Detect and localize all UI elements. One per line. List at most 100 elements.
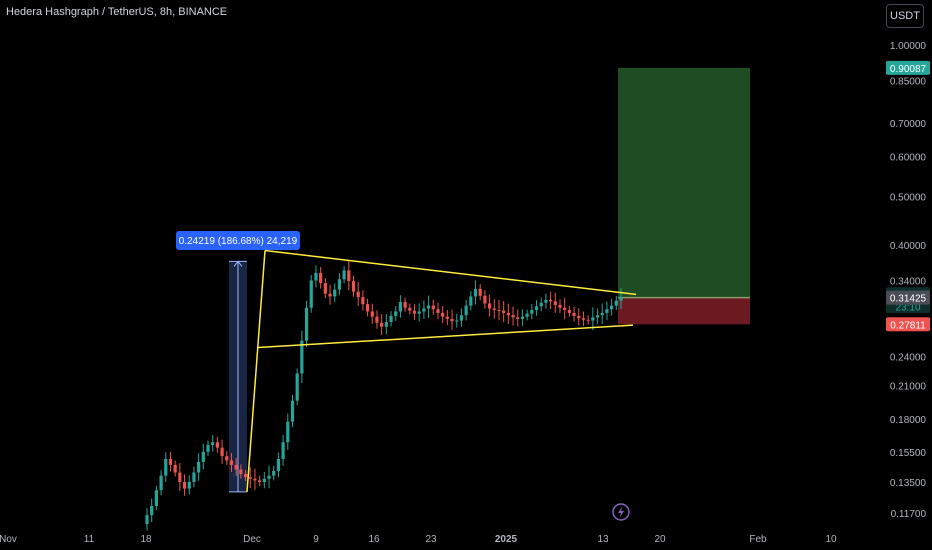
candle-body xyxy=(225,456,229,461)
candle-body xyxy=(272,470,276,476)
candle-body xyxy=(563,307,567,310)
candle-body xyxy=(328,293,332,297)
candle-body xyxy=(248,477,252,479)
candle-body xyxy=(586,319,590,321)
candle-body xyxy=(333,289,337,297)
candle-body xyxy=(417,311,421,314)
candle-body xyxy=(281,442,285,460)
price-badge-text: 0.31425 xyxy=(890,294,927,305)
price-axis-label: 0.85000 xyxy=(890,77,927,88)
candle-body xyxy=(159,475,163,491)
candle-body xyxy=(422,308,426,312)
candle-body xyxy=(478,288,482,296)
candle-body xyxy=(497,309,501,311)
candle-body xyxy=(426,305,431,309)
target-zone xyxy=(618,67,750,298)
candle-body xyxy=(567,309,571,313)
candle-body xyxy=(267,475,271,479)
candle-body xyxy=(614,300,618,306)
candle-body xyxy=(182,482,187,489)
candle-body xyxy=(319,272,323,284)
candle-body xyxy=(577,315,581,319)
candle-body xyxy=(403,302,407,308)
candle-body xyxy=(201,451,205,462)
candle-body xyxy=(525,313,529,317)
candle-body xyxy=(173,464,177,473)
candle-body xyxy=(553,301,557,305)
price-axis-label: 0.13500 xyxy=(890,478,927,489)
candle-body xyxy=(253,478,257,481)
candle-body xyxy=(300,340,304,374)
price-axis: 1.00000 0.85000 0.70000 0.60000 0.50000 0.400… xyxy=(890,41,927,520)
time-axis-label: 23 xyxy=(425,534,437,545)
candle-body xyxy=(192,472,196,482)
price-badge xyxy=(886,317,930,332)
trendlines xyxy=(246,249,637,492)
candle-body xyxy=(549,299,553,302)
candle-body xyxy=(483,295,487,304)
candle-body xyxy=(459,315,464,321)
candle-body xyxy=(506,312,510,316)
time-axis-label: 2025 xyxy=(495,534,518,545)
candle-body xyxy=(464,305,468,316)
price-badge-text: 0.90087 xyxy=(890,64,927,75)
candle-body xyxy=(412,310,417,314)
candle-body xyxy=(605,309,609,313)
time-axis-label: Dec xyxy=(243,534,261,545)
candle-body xyxy=(286,421,290,443)
candle-body xyxy=(534,306,539,310)
time-axis-label: 13 xyxy=(597,534,609,545)
candle-body xyxy=(398,302,403,312)
measure-badge xyxy=(176,231,300,250)
candle-body xyxy=(314,272,318,281)
candle-body xyxy=(295,373,299,401)
candle-body xyxy=(229,460,234,465)
measure-arrowhead xyxy=(233,260,243,267)
candle-body xyxy=(487,303,492,309)
time-axis-label: 11 xyxy=(84,534,95,545)
candle-body xyxy=(455,320,459,322)
candle-body xyxy=(469,296,473,306)
candle-body xyxy=(164,459,168,476)
time-axis-label: Feb xyxy=(749,534,767,545)
candle-body xyxy=(187,482,191,489)
candle-body xyxy=(394,311,398,316)
candle-body xyxy=(511,315,515,318)
candle-body xyxy=(384,322,388,327)
candle-body xyxy=(473,288,478,297)
candle-body xyxy=(600,312,604,316)
price-axis-label: 0.60000 xyxy=(890,153,927,164)
candle-body xyxy=(178,472,182,482)
time-axis-label: 18 xyxy=(140,534,152,545)
candle-body xyxy=(243,474,248,478)
price-axis-label: 0.18000 xyxy=(890,415,927,426)
candle-body xyxy=(558,304,562,308)
price-axis-label: 0.40000 xyxy=(890,241,927,252)
trendline-upper xyxy=(264,249,637,296)
candle-body xyxy=(356,291,360,298)
candle-body xyxy=(581,318,586,320)
candle-body xyxy=(145,515,149,525)
price-axis-label: 0.70000 xyxy=(890,119,927,130)
candle-body xyxy=(239,469,243,475)
candle-body xyxy=(445,316,449,319)
lightning-icon xyxy=(612,503,630,521)
candle-body xyxy=(309,280,313,308)
stop-zone xyxy=(618,297,750,325)
candle-body xyxy=(342,270,346,280)
chart-title: Hedera Hashgraph / TetherUS, 8h, BINANCE xyxy=(6,6,228,18)
currency-button[interactable]: USDT xyxy=(886,4,924,28)
candles xyxy=(145,260,623,531)
candle-body xyxy=(431,305,435,310)
candle-body xyxy=(168,459,173,465)
trendline-impulse xyxy=(246,250,266,492)
candle-body xyxy=(337,279,342,290)
candle-body xyxy=(215,442,219,448)
candle-body xyxy=(262,478,266,482)
price-badge-text: 0.27811 xyxy=(890,320,926,331)
time-axis: Nov 11 18 Dec 9 16 23 2025 13 20 Feb 10 xyxy=(0,534,837,545)
candle-body xyxy=(436,309,440,313)
candle-body xyxy=(154,490,158,506)
candle-body xyxy=(197,461,201,473)
